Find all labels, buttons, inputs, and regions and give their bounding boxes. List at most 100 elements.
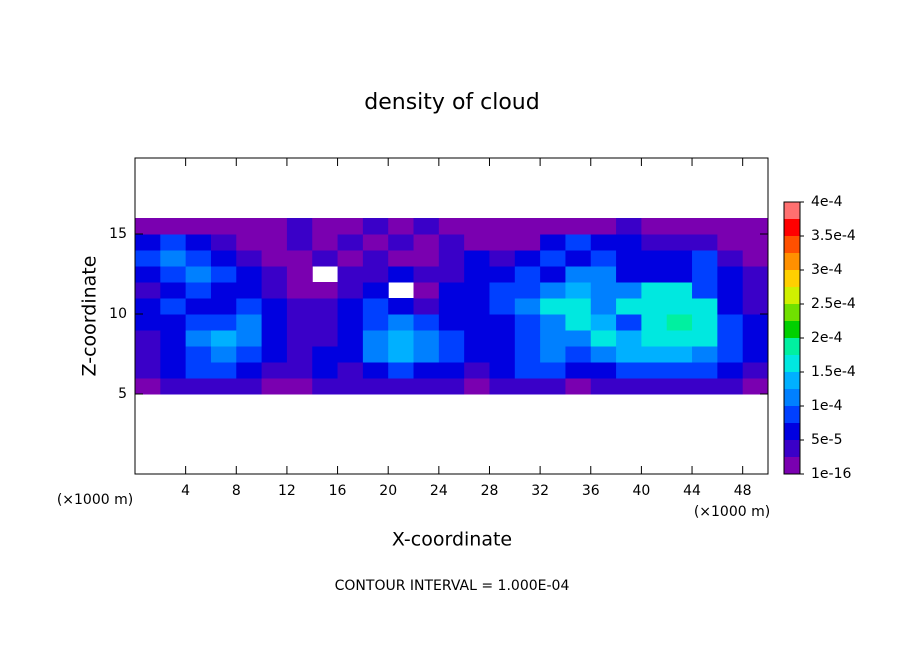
cell bbox=[666, 314, 693, 331]
cell bbox=[565, 378, 592, 395]
x-tick-label: 36 bbox=[582, 483, 600, 499]
cell bbox=[135, 282, 161, 299]
cell bbox=[160, 234, 187, 251]
cell bbox=[641, 266, 668, 283]
cell bbox=[286, 266, 313, 283]
cell bbox=[185, 346, 212, 363]
cell bbox=[185, 218, 212, 235]
x-unit-label: (×1000 m) bbox=[57, 492, 133, 508]
cell bbox=[742, 218, 769, 235]
cell bbox=[540, 282, 566, 299]
cell bbox=[641, 330, 668, 347]
y-tick-label: 15 bbox=[109, 226, 127, 242]
cell bbox=[312, 282, 339, 299]
cell bbox=[692, 218, 718, 235]
cell bbox=[413, 378, 440, 395]
cell bbox=[590, 362, 617, 379]
cell bbox=[489, 298, 516, 315]
cell bbox=[210, 330, 237, 347]
cell bbox=[540, 330, 566, 347]
x-tick-label: 32 bbox=[531, 483, 549, 499]
cell bbox=[514, 346, 541, 363]
cell bbox=[388, 362, 415, 379]
cell bbox=[616, 314, 642, 331]
cell bbox=[210, 282, 237, 299]
cell bbox=[413, 362, 440, 379]
cell bbox=[514, 330, 541, 347]
cell bbox=[362, 346, 389, 363]
cell bbox=[666, 218, 693, 235]
cell bbox=[438, 266, 465, 283]
cell bbox=[388, 378, 415, 395]
cell bbox=[717, 362, 744, 379]
cell bbox=[312, 378, 339, 395]
cell bbox=[641, 346, 668, 363]
cell bbox=[666, 266, 693, 283]
colorbar-tick-label: 2.5e-4 bbox=[811, 296, 856, 312]
plot-frame bbox=[134, 157, 769, 475]
cell bbox=[464, 234, 490, 251]
cell bbox=[337, 250, 364, 267]
x-tick-label: 44 bbox=[683, 483, 701, 499]
cell bbox=[160, 266, 187, 283]
cell bbox=[362, 234, 389, 251]
cell bbox=[135, 346, 161, 363]
cell bbox=[261, 346, 288, 363]
cell bbox=[261, 234, 288, 251]
cell bbox=[438, 378, 465, 395]
cell bbox=[565, 330, 592, 347]
cell bbox=[692, 314, 718, 331]
cell bbox=[514, 234, 541, 251]
cell bbox=[742, 234, 769, 251]
colorbar-band bbox=[784, 321, 800, 338]
cell bbox=[210, 362, 237, 379]
cell bbox=[464, 266, 490, 283]
cell bbox=[616, 298, 642, 315]
cell bbox=[717, 298, 744, 315]
cell bbox=[641, 378, 668, 395]
cell bbox=[464, 314, 490, 331]
cell bbox=[666, 346, 693, 363]
x-tick-label: 20 bbox=[379, 483, 397, 499]
cell bbox=[286, 298, 313, 315]
cell bbox=[742, 250, 769, 267]
cell bbox=[185, 378, 212, 395]
cell bbox=[236, 298, 263, 315]
cell bbox=[185, 282, 212, 299]
cell bbox=[590, 234, 617, 251]
cell bbox=[565, 298, 592, 315]
cell bbox=[337, 362, 364, 379]
cell bbox=[565, 282, 592, 299]
cell bbox=[261, 250, 288, 267]
cell bbox=[362, 250, 389, 267]
cell bbox=[464, 282, 490, 299]
cell bbox=[692, 330, 718, 347]
cell bbox=[210, 218, 237, 235]
cell bbox=[438, 314, 465, 331]
cell bbox=[742, 362, 769, 379]
cell bbox=[286, 282, 313, 299]
cell bbox=[666, 378, 693, 395]
cell bbox=[489, 346, 516, 363]
cell bbox=[438, 218, 465, 235]
cell bbox=[692, 378, 718, 395]
cell bbox=[717, 266, 744, 283]
cell bbox=[489, 266, 516, 283]
chart-title: density of cloud bbox=[364, 90, 539, 115]
cell bbox=[388, 266, 415, 283]
cell bbox=[413, 330, 440, 347]
cell bbox=[261, 378, 288, 395]
cell bbox=[261, 362, 288, 379]
footnote: CONTOUR INTERVAL = 1.000E-04 bbox=[335, 578, 570, 594]
cell bbox=[312, 362, 339, 379]
colorbar-tick-label: 2e-4 bbox=[811, 330, 843, 346]
cell bbox=[565, 234, 592, 251]
y-axis-label: Z-coordinate bbox=[79, 256, 101, 377]
cell bbox=[540, 298, 566, 315]
cell bbox=[337, 378, 364, 395]
cell bbox=[692, 362, 718, 379]
cell bbox=[464, 298, 490, 315]
cell bbox=[641, 218, 668, 235]
cell bbox=[261, 330, 288, 347]
cell bbox=[413, 282, 440, 299]
